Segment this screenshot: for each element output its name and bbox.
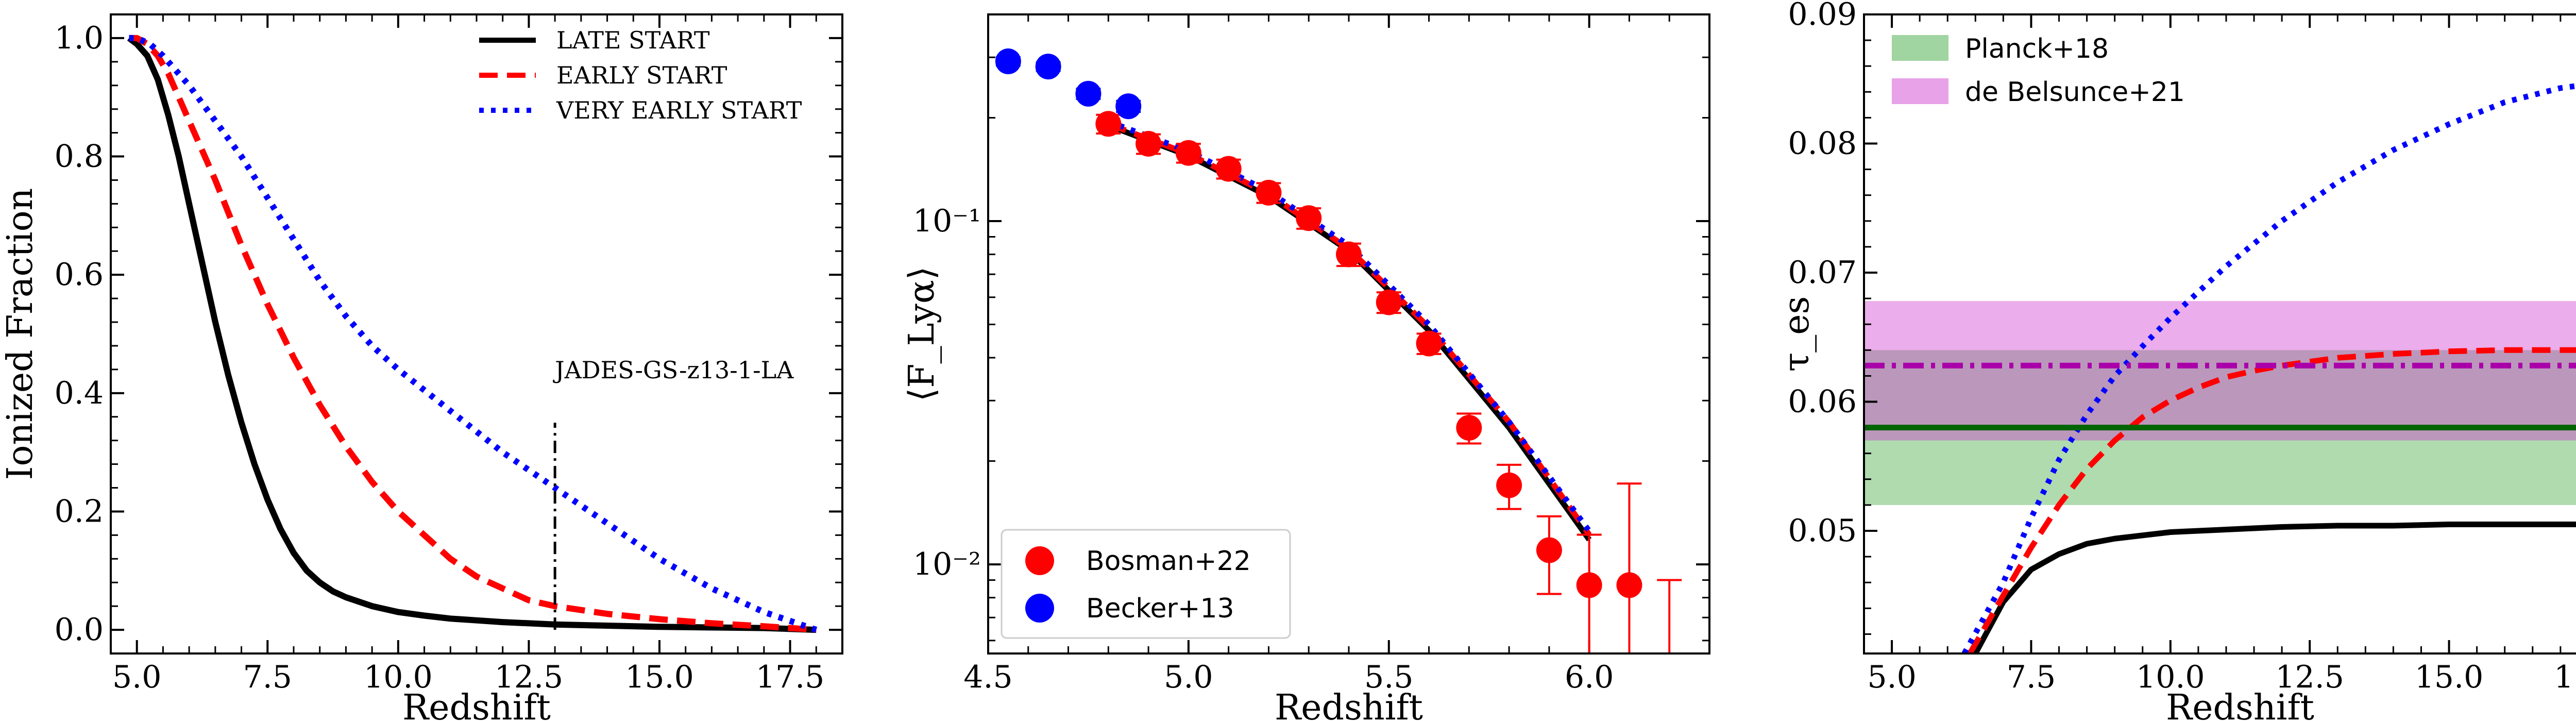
y-tick-label: 0.05 [1788, 513, 1857, 549]
x-tick-label: 5.5 [1364, 659, 1413, 695]
legend-label: Planck+18 [1965, 33, 2109, 64]
data-point [1536, 537, 1562, 563]
data-point [1576, 572, 1602, 598]
data-point [1496, 472, 1522, 498]
x-tick-label: 7.5 [243, 659, 292, 695]
legend-swatch-1 [1892, 78, 1948, 104]
x-axis-label: Redshift [1275, 688, 1423, 721]
legend-label: LATE START [556, 26, 710, 54]
x-tick-label: 17.5 [756, 659, 825, 695]
model-line-2 [1107, 119, 1592, 533]
data-point [995, 48, 1021, 75]
y-tick-label: 0.6 [55, 257, 104, 293]
legend-label: VERY EARLY START [556, 96, 802, 124]
panel-ionized-fraction: 5.0 7.5 10.0 12.5 15.0 17.5 0.0 0.2 0.4 0.6 0.8 1.0… [0, 13, 843, 721]
data-point [1136, 130, 1162, 157]
legend-label: Becker+13 [1086, 593, 1234, 624]
y-axis-label: Ionized Fraction [0, 188, 41, 480]
series-line-0 [127, 36, 817, 633]
y-tick-label: 0.4 [55, 375, 104, 411]
x-tick-label: 12.5 [2275, 659, 2344, 695]
x-tick-label: 10.0 [2136, 659, 2205, 695]
legend-label: de Belsunce+21 [1965, 77, 2185, 108]
x-tick-label: 5.0 [112, 659, 161, 695]
y-tick-label: 0.06 [1788, 384, 1857, 420]
plot-frame [110, 13, 843, 655]
data-point [1115, 93, 1142, 120]
band-1 [1864, 301, 2576, 441]
legend-swatch-0 [1892, 35, 1948, 61]
data-point [1215, 156, 1242, 182]
x-tick-label: 10.0 [364, 659, 433, 695]
annotation-label: JADES-GS-z13-1-LA [553, 356, 794, 384]
data-point [1616, 572, 1642, 598]
x-tick-label: 12.5 [495, 659, 564, 695]
data-point [1175, 140, 1201, 166]
x-axis-label: Redshift [2166, 688, 2314, 721]
data-point [1656, 655, 1682, 681]
panel-lya-flux: 4.5 5.0 5.5 6.0 10⁻² 10⁻¹ Bosman+22 Becker+13 Re… [902, 13, 1710, 721]
x-tick-label: 7.5 [2007, 659, 2056, 695]
x-tick-label: 17.5 [2554, 659, 2576, 695]
legend-label: EARLY START [556, 61, 727, 89]
y-tick-label: 0.08 [1788, 126, 1857, 162]
y-tick-label: 0.0 [55, 612, 104, 648]
plot-frame [1863, 13, 2576, 655]
x-axis-label: Redshift [402, 688, 551, 721]
y-tick-label: 0.07 [1788, 255, 1857, 291]
error-bar [1657, 579, 1682, 653]
data-point [1256, 179, 1282, 206]
y-axis-label: τ_es [1776, 296, 1817, 372]
data-point [1416, 330, 1442, 357]
series-line-2 [129, 35, 818, 633]
data-point [1296, 205, 1322, 231]
y-tick-label: 10⁻¹ [913, 203, 981, 239]
y-tick-label: 0.8 [55, 139, 104, 175]
series-line-1 [1967, 347, 2576, 653]
data-point [1075, 80, 1101, 107]
series-line-0 [1973, 522, 2576, 653]
x-tick-label: 5.0 [1164, 659, 1213, 695]
y-tick-label: 0.2 [55, 493, 104, 529]
legend-marker-0 [1025, 546, 1054, 575]
plot-frame [987, 13, 1710, 655]
x-tick-label: 4.5 [963, 659, 1012, 695]
data-point [1376, 289, 1402, 315]
y-tick-label: 0.09 [1788, 0, 1857, 32]
series-line-1 [129, 35, 817, 633]
y-tick-label: 1.0 [55, 20, 104, 56]
legend-marker-1 [1025, 594, 1054, 623]
model-line-1 [1107, 121, 1592, 536]
legend-box [1001, 529, 1291, 639]
data-point [1456, 415, 1482, 441]
y-axis-label: ⟨F_Lyα⟩ [902, 266, 942, 402]
data-point [1095, 111, 1122, 137]
x-tick-label: 15.0 [625, 659, 694, 695]
legend-label: Bosman+22 [1086, 546, 1251, 577]
data-point [1035, 54, 1061, 80]
data-point [1336, 241, 1362, 267]
x-tick-label: 5.0 [1867, 659, 1916, 695]
y-tick-label: 10⁻² [913, 546, 981, 582]
error-bar [1577, 533, 1602, 653]
x-tick-label: 6.0 [1565, 659, 1614, 695]
x-tick-label: 15.0 [2415, 659, 2484, 695]
panel-optical-depth: 5.0 7.5 10.0 12.5 15.0 17.5 0.05 0.06 0.07 0.08 0.… [1776, 0, 2576, 721]
